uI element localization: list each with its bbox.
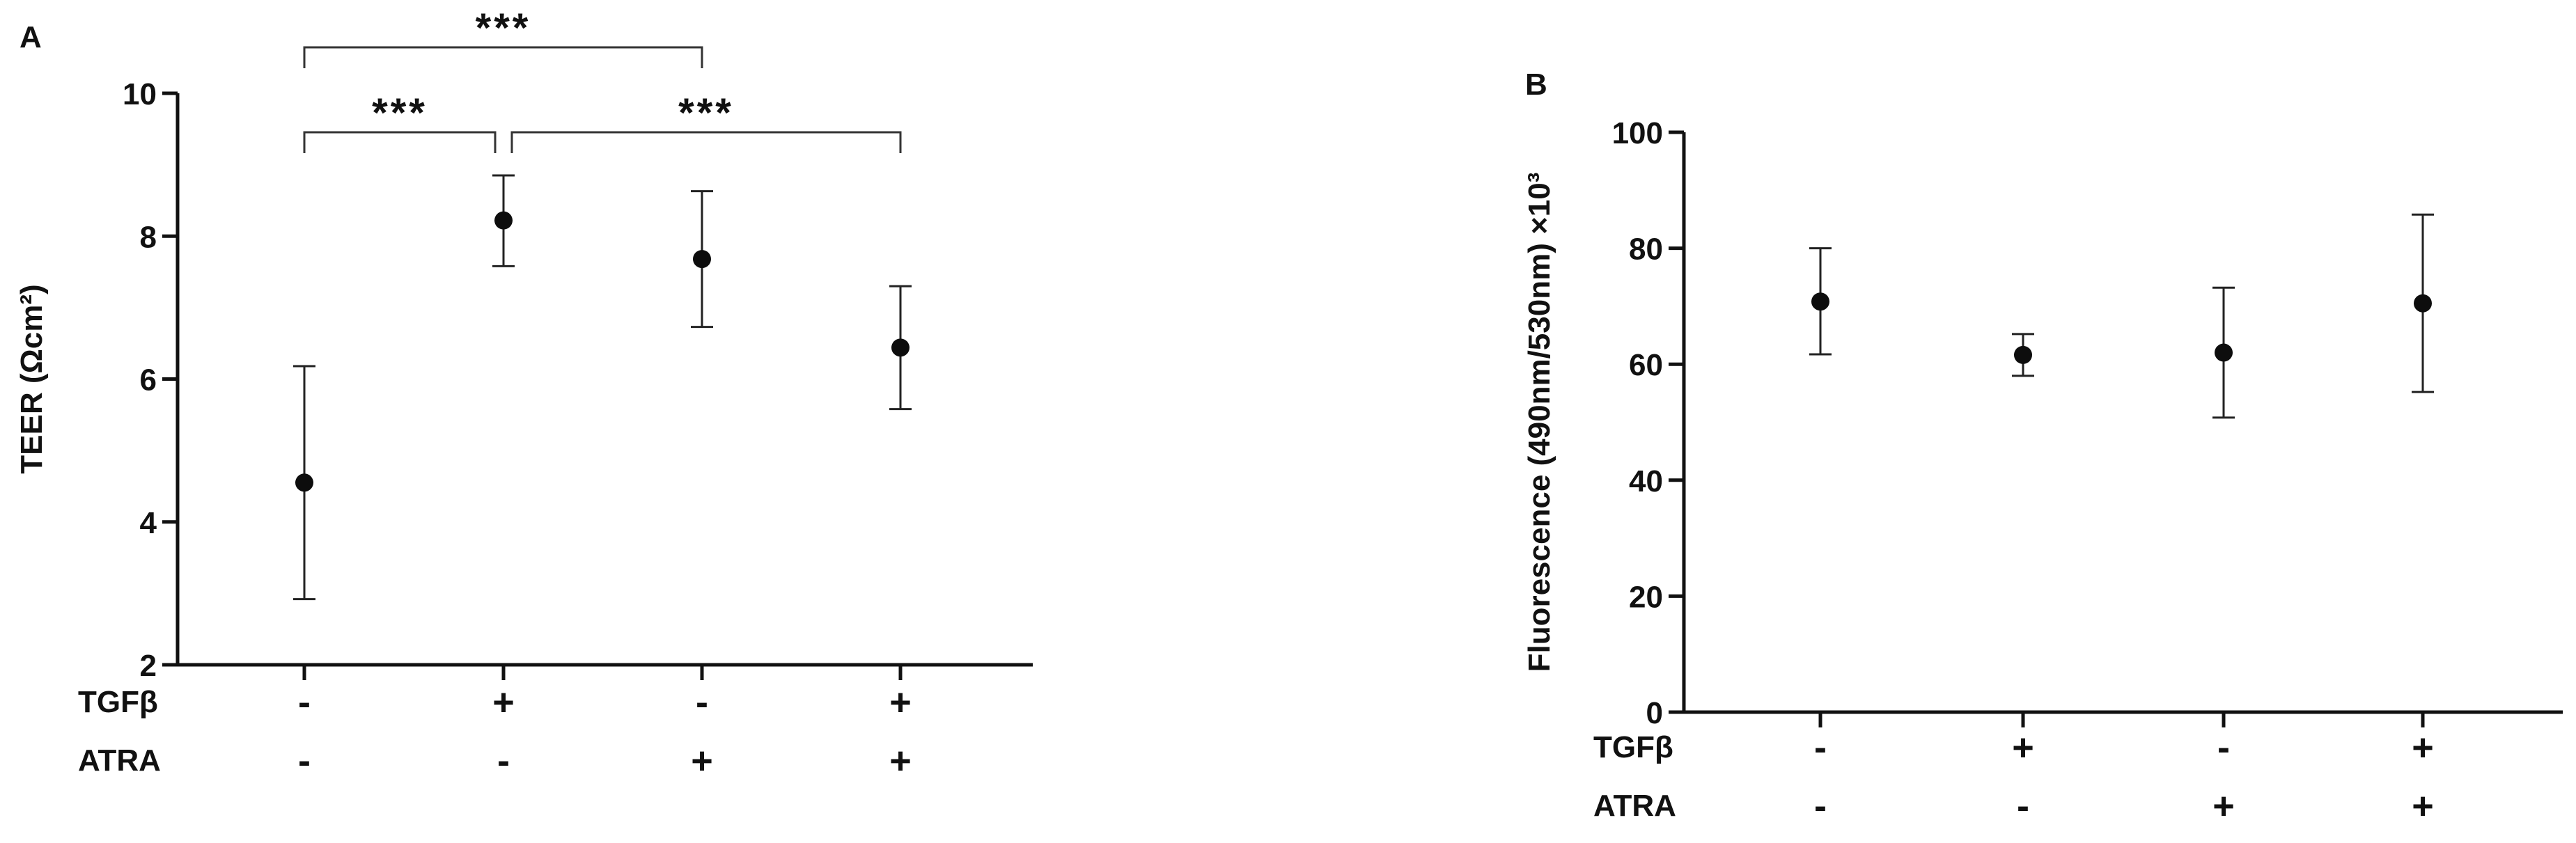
significance-bracket xyxy=(303,131,497,153)
treatment-label-tgfβ: TGFβ xyxy=(1593,730,1673,764)
data-point xyxy=(494,211,513,230)
significance-bracket xyxy=(303,46,703,68)
y-axis-title: Fluorescence (490nm/530nm) ×10³ xyxy=(1522,173,1556,672)
y-tick-label: 8 xyxy=(140,220,157,254)
treatment-label-tgfβ: TGFβ xyxy=(78,685,158,719)
y-tick-label: 4 xyxy=(140,506,157,540)
treatment-sign: + xyxy=(492,682,515,723)
y-tick-label: 0 xyxy=(1646,696,1663,730)
treatment-sign: + xyxy=(2412,727,2434,769)
treatment-sign: + xyxy=(889,740,912,782)
treatment-sign: - xyxy=(1814,785,1827,827)
treatment-sign: - xyxy=(2017,785,2029,827)
y-tick-label: 80 xyxy=(1629,233,1663,267)
treatment-sign: - xyxy=(696,682,708,723)
chart-fluorescence: 0 20 40 60 80 100 Fluorescence (490nm/530nm) ×… xyxy=(1522,116,2563,827)
treatment-sign: - xyxy=(298,740,311,782)
treatment-label-atra: ATRA xyxy=(1593,789,1676,823)
treatment-sign: - xyxy=(497,740,510,782)
data-point xyxy=(295,473,313,492)
panel-a-label: A xyxy=(19,20,42,54)
treatment-sign: - xyxy=(298,682,311,723)
data-point xyxy=(2215,343,2233,362)
data-point xyxy=(891,338,910,357)
treatment-sign: + xyxy=(889,682,912,723)
y-tick-label: 60 xyxy=(1629,348,1663,382)
y-axis-title: TEER (Ωcm²) xyxy=(15,284,49,473)
treatment-sign: - xyxy=(2217,727,2230,769)
treatment-sign: + xyxy=(691,740,713,782)
treatment-sign: + xyxy=(2012,727,2034,769)
y-tick-label: 10 xyxy=(123,77,157,111)
data-point xyxy=(693,250,711,269)
treatment-sign: + xyxy=(2412,785,2434,827)
significance-label: *** xyxy=(678,90,734,136)
significance-bracket xyxy=(510,131,902,153)
y-tick-label: 20 xyxy=(1629,580,1663,614)
data-point xyxy=(2414,294,2432,313)
chart-teer: 2 4 6 8 10 TEER (Ωcm²) TGFβ - + - + ATRA - - + + *** *** *… xyxy=(15,6,1033,782)
data-point xyxy=(1811,292,1829,311)
treatment-label-atra: ATRA xyxy=(78,743,161,778)
data-point xyxy=(2014,345,2032,364)
treatment-sign: - xyxy=(1814,727,1827,769)
y-tick-label: 40 xyxy=(1629,464,1663,498)
y-tick-label: 6 xyxy=(140,363,157,397)
panel-b-label: B xyxy=(1525,68,1547,102)
y-tick-label: 100 xyxy=(1612,116,1663,150)
significance-label: *** xyxy=(372,90,428,136)
significance-label: *** xyxy=(476,6,531,51)
treatment-sign: + xyxy=(2212,785,2235,827)
y-tick-label: 2 xyxy=(140,649,157,683)
